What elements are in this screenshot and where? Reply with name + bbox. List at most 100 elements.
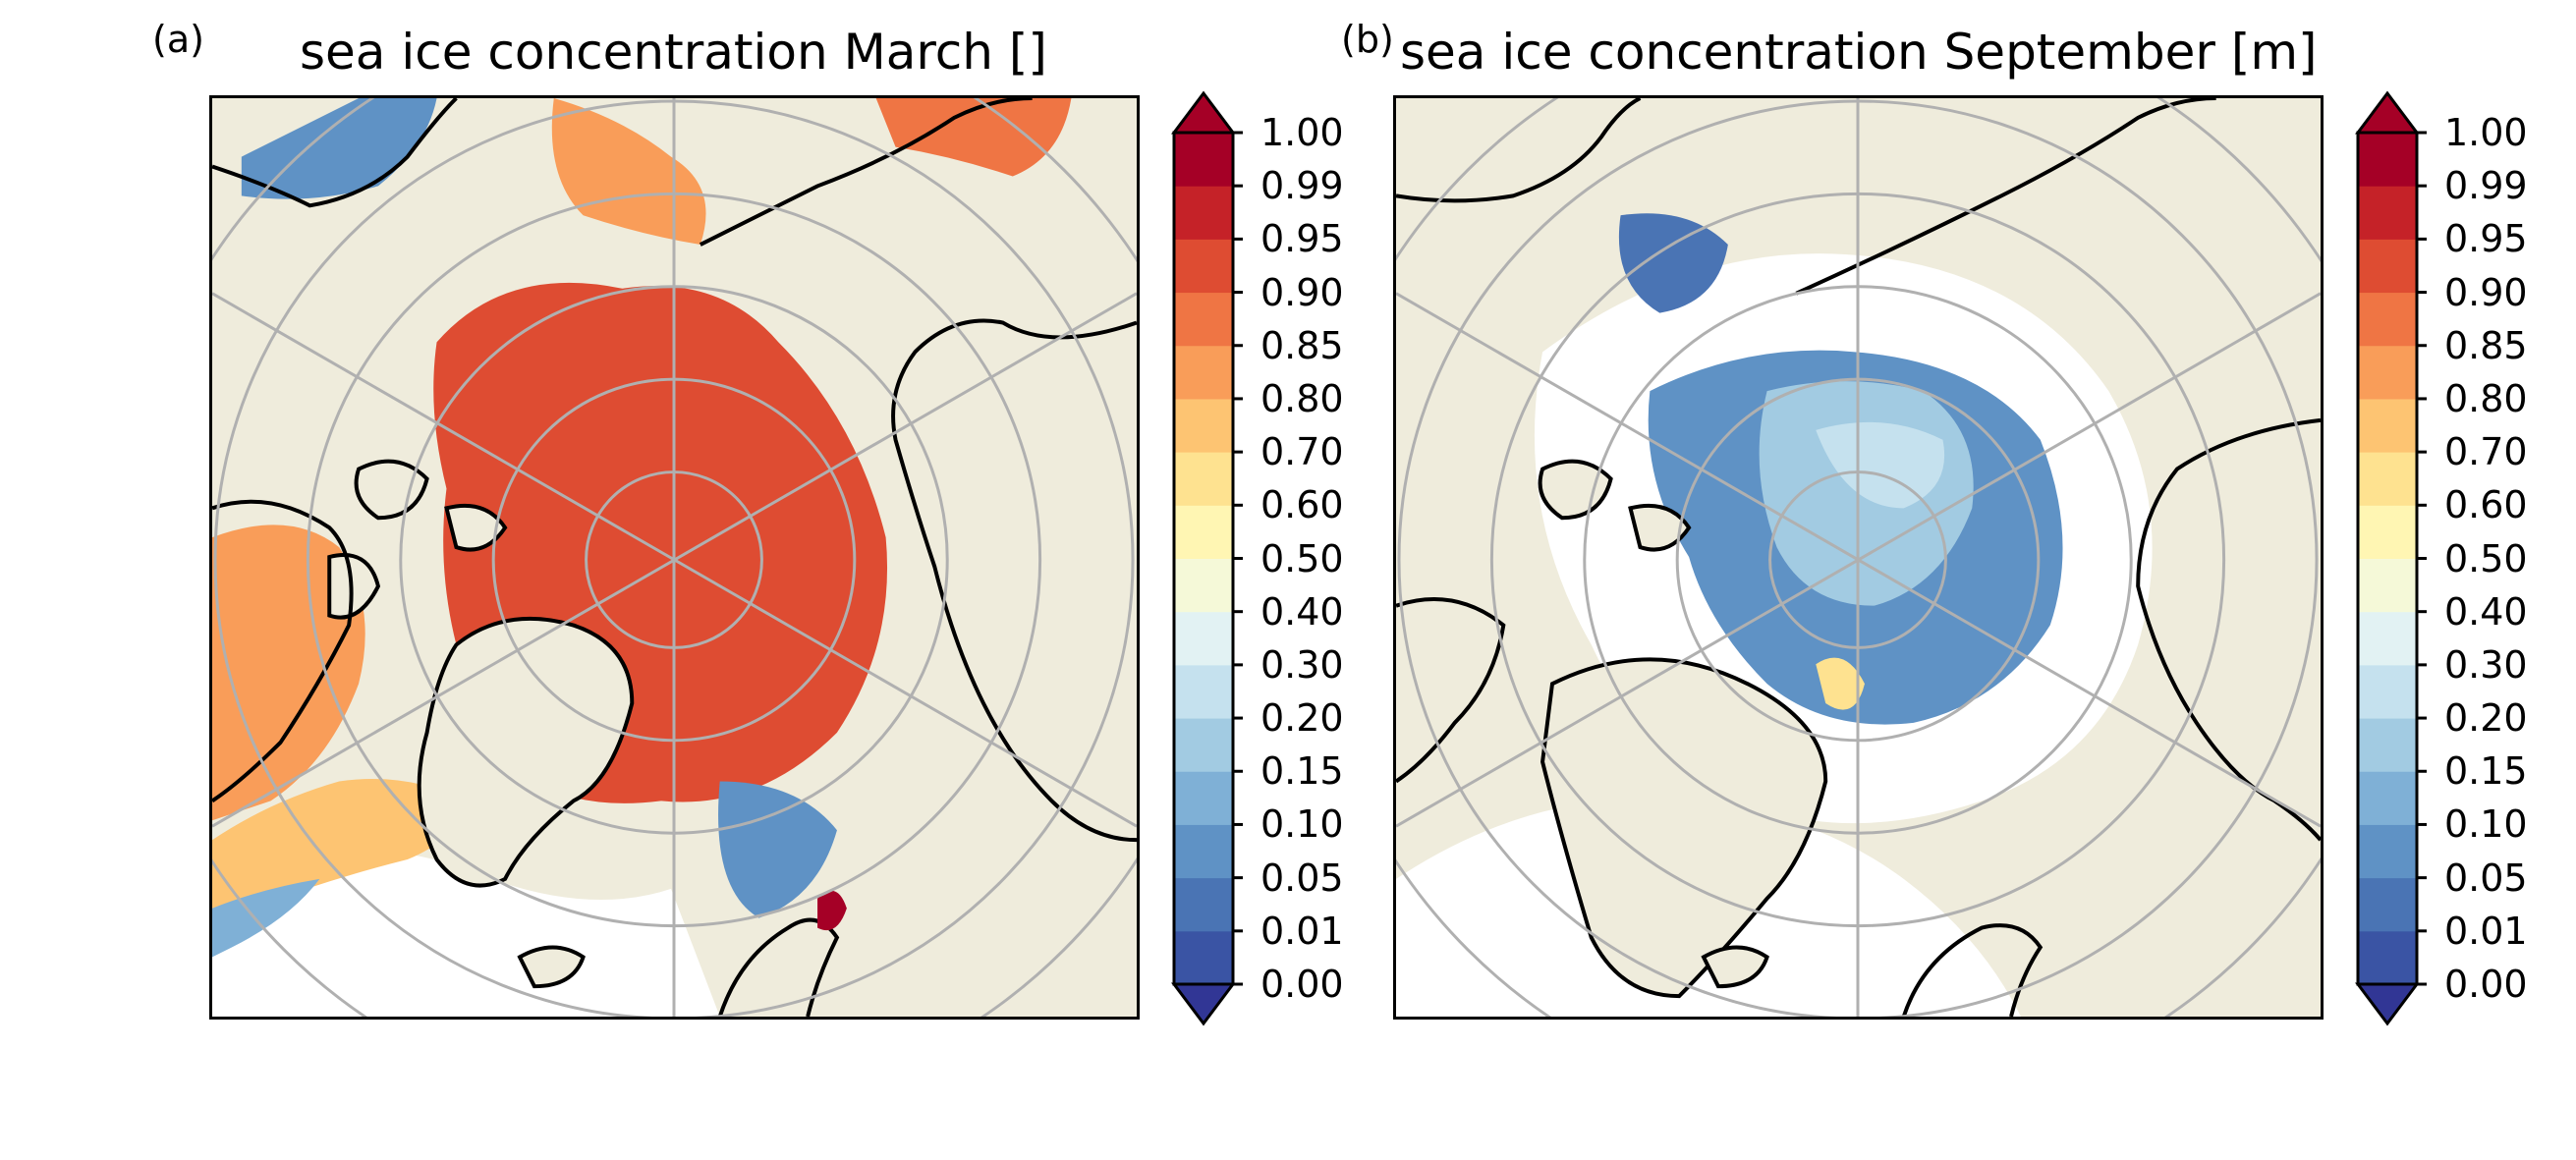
scandinavia-coast bbox=[717, 917, 840, 1017]
eurasia-coast bbox=[891, 318, 1137, 843]
colorbar-segment bbox=[1174, 452, 1233, 506]
meridian bbox=[1396, 292, 2321, 828]
map-september-svg bbox=[1396, 98, 2321, 1017]
colorbar-segment bbox=[2358, 505, 2417, 559]
colorbar-tick-label: 0.00 bbox=[1260, 963, 1344, 1006]
colorbar-tick-label: 0.15 bbox=[1260, 749, 1344, 794]
colorbar-tick-label: 0.10 bbox=[2444, 802, 2528, 847]
sea-ice-labrador bbox=[212, 779, 467, 918]
panel-march: (a) sea ice concentration March [] bbox=[0, 0, 1344, 1160]
colorbar-segment bbox=[1174, 292, 1233, 347]
colorbar-march bbox=[1171, 90, 1243, 1026]
colorbar-tick-label: 0.95 bbox=[1260, 217, 1344, 261]
colorbar-segment bbox=[1174, 824, 1233, 879]
colorbar-tick-label: 0.95 bbox=[2444, 217, 2528, 261]
sea-ice-bering bbox=[551, 98, 706, 246]
colorbar-segment bbox=[1174, 611, 1233, 666]
panel-title-march: sea ice concentration March [] bbox=[300, 24, 1047, 81]
colorbar-segment bbox=[2358, 345, 2417, 400]
colorbar-tick-label: 0.99 bbox=[2444, 164, 2528, 208]
colorbar-segment bbox=[1174, 718, 1233, 772]
colorbar-tick-label: 0.60 bbox=[1260, 483, 1344, 527]
colorbar-segment bbox=[2358, 824, 2417, 879]
colorbar-segment bbox=[1174, 505, 1233, 559]
colorbar-tick-label: 0.10 bbox=[1260, 802, 1344, 847]
colorbar-segment bbox=[2358, 186, 2417, 240]
colorbar-segment bbox=[1174, 664, 1233, 719]
island-outline bbox=[327, 553, 381, 620]
colorbar-tick-label: 0.05 bbox=[1260, 856, 1344, 900]
colorbar-tick-label: 0.05 bbox=[2444, 856, 2528, 900]
colorbar-segment bbox=[2358, 133, 2417, 187]
colorbar-tick-label: 0.50 bbox=[2444, 536, 2528, 580]
colorbar-segment bbox=[2358, 239, 2417, 294]
sea-ice-hudson bbox=[212, 525, 365, 821]
colorbar-tick-label: 0.30 bbox=[1260, 642, 1344, 687]
colorbar-tick-label: 0.00 bbox=[2444, 963, 2528, 1006]
greenland-coast bbox=[417, 616, 635, 888]
sea-ice-lincoln bbox=[1816, 657, 1865, 710]
graticule bbox=[1396, 98, 2321, 1017]
colorbar-tick-label: 0.80 bbox=[2444, 376, 2528, 420]
sea-ice-edge-labrador bbox=[212, 878, 320, 958]
panel-letter-a: (a) bbox=[152, 18, 204, 61]
colorbar-segment bbox=[1174, 133, 1233, 187]
sea-ice-pole bbox=[1816, 421, 1945, 509]
colorbar-tick-label: 0.01 bbox=[1260, 909, 1344, 953]
island-outline bbox=[444, 503, 508, 552]
north-america-coast bbox=[1396, 597, 1506, 784]
colorbar-segment bbox=[1174, 186, 1233, 240]
panel-letter-b: (b) bbox=[1341, 18, 1394, 61]
map-september bbox=[1393, 95, 2324, 1020]
scandinavia-coast bbox=[1901, 923, 2044, 1017]
sea-ice-barents-edge bbox=[718, 781, 837, 918]
colorbar-tick-label: 0.30 bbox=[2444, 642, 2528, 687]
open-ocean-atlantic bbox=[212, 850, 720, 1017]
graticule bbox=[212, 98, 1137, 1017]
colorbar-segment bbox=[1174, 345, 1233, 400]
colorbar-segment bbox=[1174, 558, 1233, 613]
colorbar-segment bbox=[2358, 398, 2417, 453]
colorbar-segment bbox=[1174, 239, 1233, 294]
colorbar-tick-label: 0.85 bbox=[2444, 323, 2528, 367]
island-outline bbox=[1538, 459, 1613, 521]
island-outline bbox=[354, 459, 429, 521]
sea-ice-baltic bbox=[817, 890, 847, 931]
panel-september: (b) sea ice concentration September [m] bbox=[1184, 0, 2528, 1160]
colorbar-tick-label: 0.40 bbox=[2444, 589, 2528, 634]
alaska-coast bbox=[212, 98, 458, 208]
colorbar-tick-label: 0.85 bbox=[1260, 323, 1344, 367]
colorbar-september bbox=[2355, 90, 2427, 1026]
sea-ice-okhotsk bbox=[875, 98, 1072, 177]
colorbar-segment bbox=[2358, 611, 2417, 666]
island-outline bbox=[1628, 503, 1692, 552]
colorbar-tick-label: 0.90 bbox=[1260, 270, 1344, 314]
colorbar-tick-label: 0.40 bbox=[1260, 589, 1344, 634]
map-march bbox=[209, 95, 1140, 1020]
colorbar-tick-label: 0.15 bbox=[2444, 749, 2528, 794]
colorbar-tick-label: 0.20 bbox=[2444, 696, 2528, 741]
colorbar-tick-label: 1.00 bbox=[2444, 111, 2528, 154]
colorbar-under-triangle bbox=[2355, 982, 2420, 1026]
colorbar-tick-label: 0.50 bbox=[1260, 536, 1344, 580]
colorbar-segment bbox=[1174, 877, 1233, 932]
colorbar-september-svg bbox=[2355, 90, 2427, 1026]
iceland-coast bbox=[1701, 945, 1769, 989]
iceland-coast bbox=[517, 945, 586, 989]
colorbar-segment bbox=[2358, 292, 2417, 347]
colorbar-segment bbox=[2358, 558, 2417, 613]
colorbar-segment bbox=[2358, 771, 2417, 825]
colorbar-tick-label: 0.70 bbox=[1260, 430, 1344, 474]
colorbar-segment bbox=[2358, 452, 2417, 506]
sea-ice-beaufort bbox=[1618, 213, 1728, 313]
colorbar-segment bbox=[1174, 398, 1233, 453]
colorbar-tick-label: 0.60 bbox=[2444, 483, 2528, 527]
colorbar-segment bbox=[2358, 930, 2417, 985]
meridian bbox=[212, 292, 1137, 828]
colorbar-over-triangle bbox=[2355, 90, 2420, 135]
colorbar-segment bbox=[1174, 771, 1233, 825]
north-america-coast bbox=[212, 499, 354, 803]
colorbar-segment bbox=[1174, 930, 1233, 985]
panel-title-september: sea ice concentration September [m] bbox=[1400, 24, 2318, 81]
colorbar-segment bbox=[2358, 718, 2417, 772]
